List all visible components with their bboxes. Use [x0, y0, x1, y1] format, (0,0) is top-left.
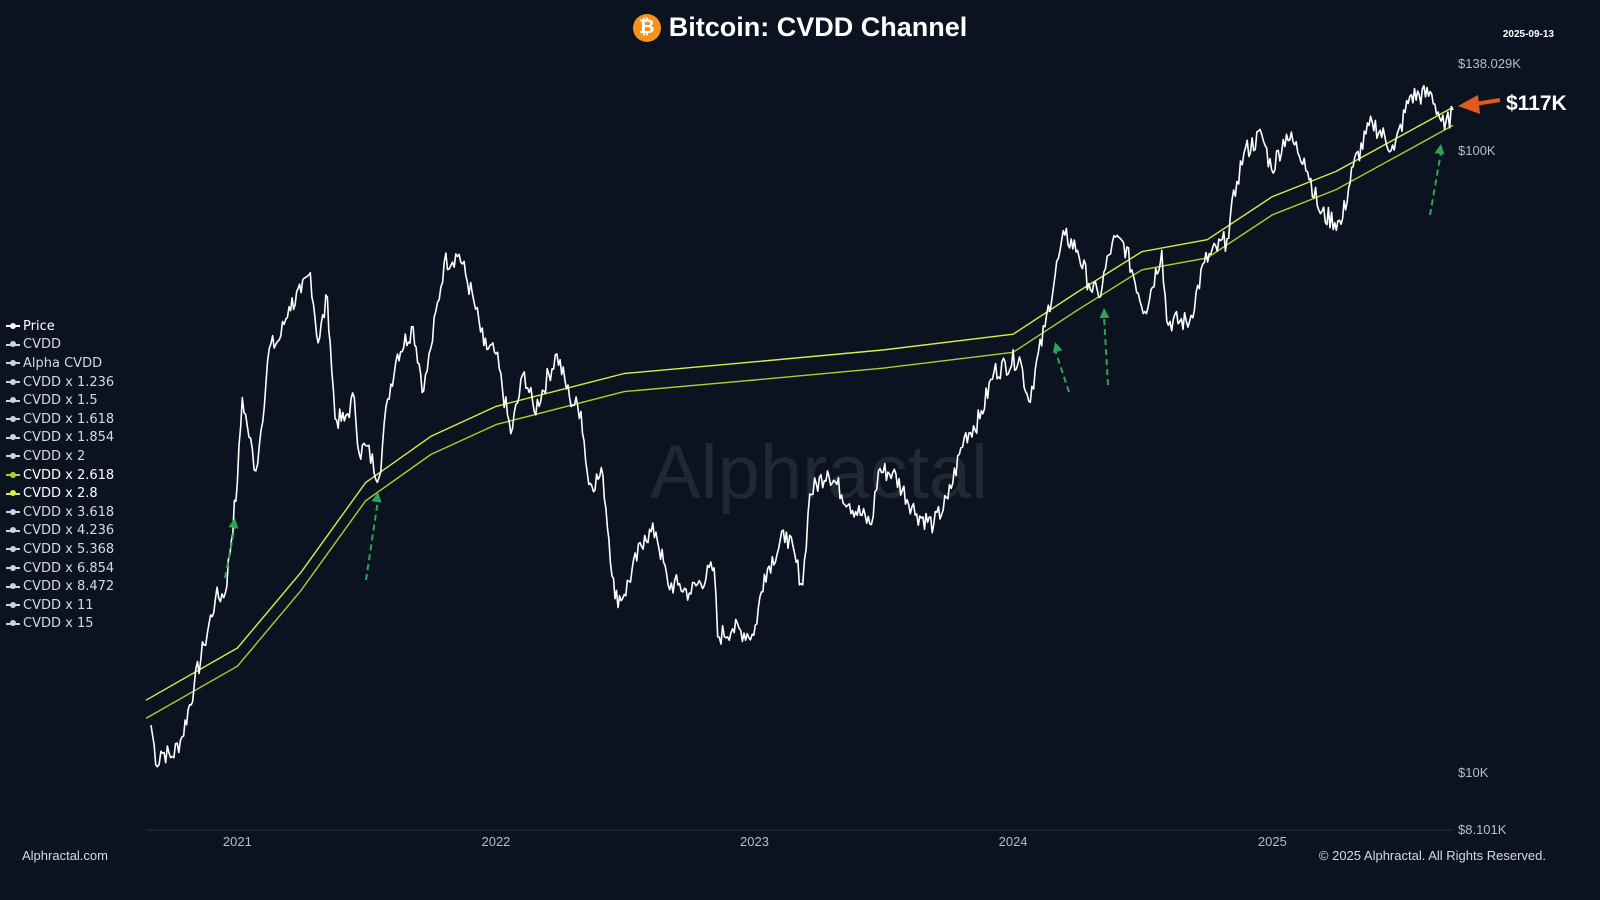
- legend-label: CVDD x 6.854: [23, 560, 115, 576]
- watermark: Alphractal: [650, 430, 988, 515]
- legend-label: CVDD x 1.5: [23, 393, 98, 409]
- legend-marker-icon: [6, 583, 20, 590]
- legend-item[interactable]: CVDD x 1.236: [6, 373, 114, 392]
- series-line-cvdd-x-2-8: [145, 106, 1454, 701]
- arrow-head-icon: [1052, 342, 1063, 353]
- legend-item[interactable]: CVDD x 11: [6, 596, 114, 615]
- legend-label: CVDD x 2: [23, 448, 86, 464]
- x-tick-label: 2021: [223, 834, 252, 849]
- title-text: Bitcoin: CVDD Channel: [668, 12, 968, 42]
- y-tick-label: $10K: [1458, 765, 1489, 780]
- price-callout: $117K: [1506, 92, 1567, 115]
- legend-label: CVDD: [23, 337, 61, 353]
- legend-marker-icon: [6, 527, 20, 534]
- legend-marker-icon: [6, 620, 20, 627]
- legend-item[interactable]: Price: [6, 317, 114, 336]
- legend-item[interactable]: CVDD x 2.618: [6, 466, 114, 485]
- footer-copyright: © 2025 Alphractal. All Rights Reserved.: [1318, 848, 1546, 863]
- series-line-price: [150, 84, 1454, 768]
- legend-item[interactable]: CVDD x 5.368: [6, 540, 114, 559]
- legend-item[interactable]: CVDD x 8.472: [6, 577, 114, 596]
- legend-label: CVDD x 2.618: [23, 467, 115, 483]
- support-arrow: [365, 499, 379, 581]
- legend-label: CVDD x 5.368: [23, 541, 115, 557]
- y-tick-label: $8.101K: [1458, 822, 1507, 837]
- x-tick-label: 2025: [1258, 834, 1287, 849]
- arrow-head-icon: [228, 518, 239, 529]
- callout-arrow-head-icon: [1458, 95, 1480, 114]
- legend-label: Alpha CVDD: [23, 355, 103, 371]
- legend-item[interactable]: CVDD x 1.854: [6, 429, 114, 448]
- y-tick-label: $100K: [1458, 143, 1496, 158]
- footer-site[interactable]: Alphractal.com: [22, 848, 108, 863]
- legend: Price CVDD Alpha CVDD CVDD x 1.236 CVDD x 1.…: [6, 317, 114, 633]
- legend-label: CVDD x 1.618: [23, 411, 115, 427]
- legend-marker-icon: [6, 341, 20, 348]
- arrow-head-icon: [371, 492, 382, 503]
- legend-marker-icon: [6, 452, 20, 459]
- support-arrow: [1054, 349, 1070, 393]
- y-tick-label: $138.029K: [1458, 56, 1521, 71]
- legend-label: CVDD x 4.236: [23, 523, 115, 539]
- legend-item[interactable]: CVDD x 3.618: [6, 503, 114, 522]
- legend-marker-icon: [6, 415, 20, 422]
- legend-item[interactable]: CVDD: [6, 336, 114, 355]
- date-label: 2025-09-13: [1502, 29, 1554, 40]
- legend-label: CVDD x 8.472: [23, 579, 115, 595]
- legend-marker-icon: [6, 545, 20, 552]
- legend-item[interactable]: CVDD x 2.8: [6, 484, 114, 503]
- callout-arrow: [1474, 98, 1501, 106]
- annotations: [224, 95, 1501, 581]
- legend-item[interactable]: CVDD x 1.618: [6, 410, 114, 429]
- legend-marker-icon: [6, 490, 20, 497]
- legend-label: CVDD x 1.854: [23, 430, 115, 446]
- legend-marker-icon: [6, 322, 20, 329]
- arrow-head-icon: [1434, 144, 1445, 155]
- chart-title: ₿ Bitcoin: CVDD Channel: [0, 12, 1600, 43]
- support-arrow: [1103, 315, 1109, 386]
- x-tick-label: 2022: [481, 834, 510, 849]
- legend-label: Price: [23, 318, 55, 334]
- series-line-cvdd-x-2-618: [145, 124, 1454, 720]
- x-tick-label: 2023: [740, 834, 769, 849]
- legend-marker-icon: [6, 471, 20, 478]
- legend-item[interactable]: CVDD x 4.236: [6, 522, 114, 541]
- legend-item[interactable]: CVDD x 6.854: [6, 559, 114, 578]
- legend-marker-icon: [6, 601, 20, 608]
- legend-label: CVDD x 2.8: [23, 486, 98, 502]
- legend-item[interactable]: CVDD x 1.5: [6, 391, 114, 410]
- legend-marker-icon: [6, 564, 20, 571]
- legend-marker-icon: [6, 397, 20, 404]
- arrow-head-icon: [1099, 308, 1110, 319]
- legend-item[interactable]: CVDD x 15: [6, 615, 114, 634]
- legend-marker-icon: [6, 359, 20, 366]
- support-arrow: [1429, 151, 1442, 216]
- bitcoin-icon: ₿: [632, 14, 661, 42]
- support-arrow: [224, 525, 236, 579]
- legend-label: CVDD x 1.236: [23, 374, 115, 390]
- legend-label: CVDD x 11: [23, 597, 94, 613]
- legend-item[interactable]: Alpha CVDD: [6, 354, 114, 373]
- x-tick-label: 2024: [999, 834, 1028, 849]
- legend-marker-icon: [6, 508, 20, 515]
- legend-marker-icon: [6, 378, 20, 385]
- legend-marker-icon: [6, 434, 20, 441]
- legend-label: CVDD x 3.618: [23, 504, 115, 520]
- legend-label: CVDD x 15: [23, 616, 94, 632]
- legend-item[interactable]: CVDD x 2: [6, 447, 114, 466]
